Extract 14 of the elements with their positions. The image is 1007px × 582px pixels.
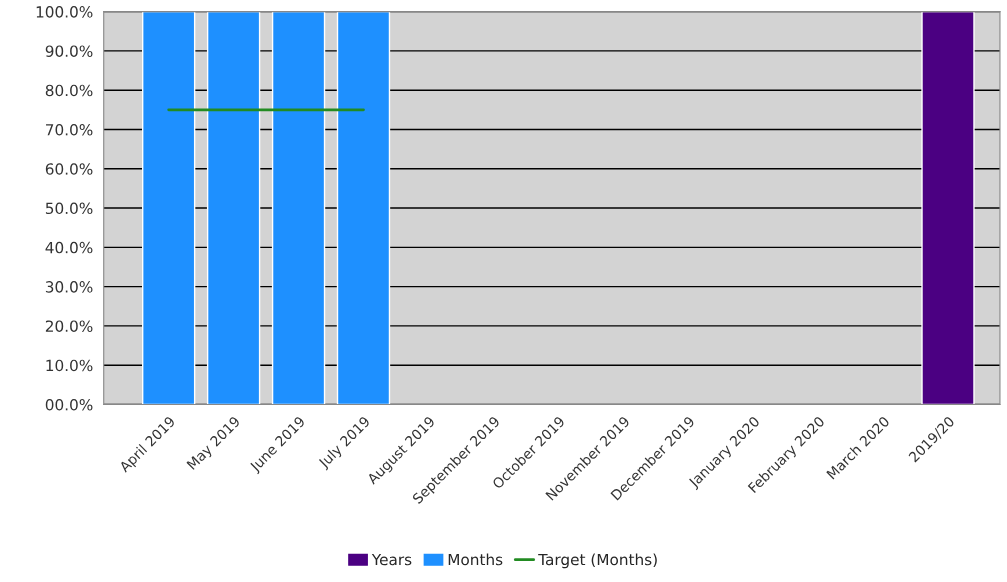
y-tick-label: 60.0% [45,163,93,175]
y-tick-label: 100.0% [36,6,93,18]
y-tick-label: 10.0% [46,359,93,372]
y-tick-label: 90.0% [45,45,93,57]
legend-label: Months [448,553,503,566]
y-tick-label: 20.0% [45,320,93,332]
legend-label: Years [371,553,412,566]
legend-label: Target (Months) [538,553,657,569]
y-tick-label: 70.0% [46,123,93,136]
y-tick-label: 80.0% [45,84,93,97]
y-tick-label: 40.0% [45,241,93,254]
y-tick-label: 00.0% [45,398,93,411]
y-tick-label: 50.0% [45,202,93,215]
y-tick-label: 30.0% [45,281,93,293]
